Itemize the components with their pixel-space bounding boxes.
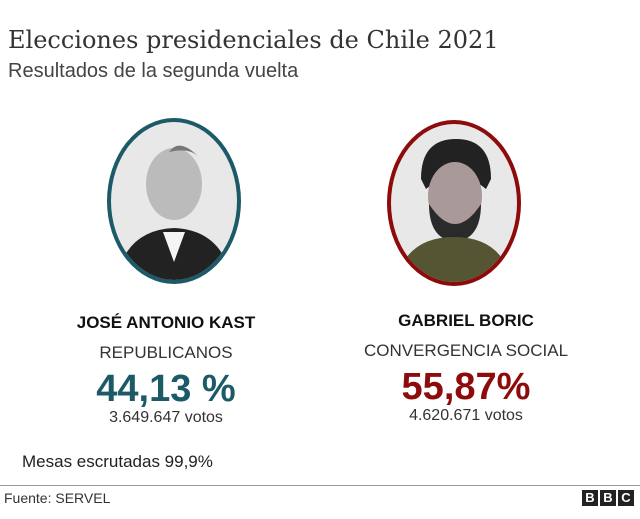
boric-photo xyxy=(387,120,521,286)
kast-photo xyxy=(107,118,241,284)
kast-result: JOSÉ ANTONIO KAST REPUBLICANOS 44,13 % 3… xyxy=(36,313,296,427)
candidate-votes: 4.620.671 votos xyxy=(409,407,523,424)
candidate-name: GABRIEL BORIC xyxy=(398,311,534,330)
candidate-name: JOSÉ ANTONIO KAST xyxy=(76,313,256,332)
candidate-party: CONVERGENCIA SOCIAL xyxy=(363,341,569,360)
candidate-votes: 3.649.647 votos xyxy=(109,409,223,426)
source-note: Fuente: SERVEL xyxy=(4,490,111,506)
footer-divider xyxy=(0,485,640,486)
tables-counted: Mesas escrutadas 99,9% xyxy=(22,452,213,471)
chart-subtitle: Resultados de la segunda vuelta xyxy=(8,60,299,82)
boric-result: GABRIEL BORIC CONVERGENCIA SOCIAL 55,87%… xyxy=(336,311,596,425)
chart-title: Elecciones presidenciales de Chile 2021 xyxy=(8,26,499,54)
candidate-percent: 55,87% xyxy=(401,366,531,408)
candidate-party: REPUBLICANOS xyxy=(99,343,233,362)
candidate-percent: 44,13 % xyxy=(96,368,236,410)
